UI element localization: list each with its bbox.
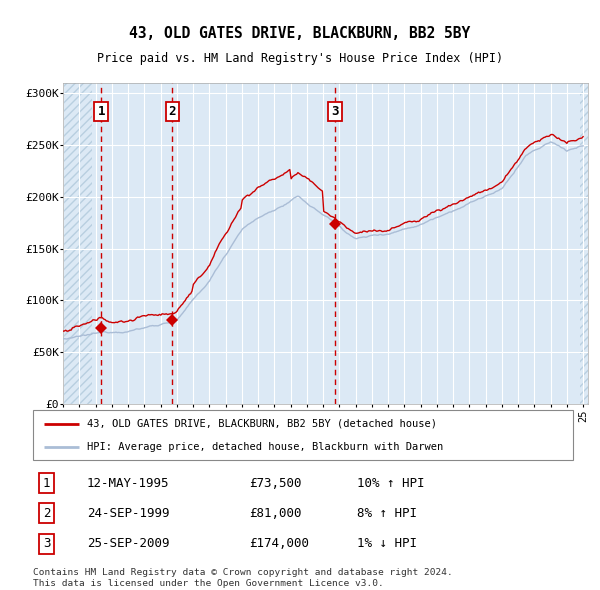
Bar [580,83,588,404]
Text: 3: 3 [43,537,50,550]
Text: 25-SEP-2009: 25-SEP-2009 [87,537,170,550]
FancyBboxPatch shape [33,410,573,460]
Text: 3: 3 [331,105,338,118]
Bar [63,83,92,404]
Text: 43, OLD GATES DRIVE, BLACKBURN, BB2 5BY (detached house): 43, OLD GATES DRIVE, BLACKBURN, BB2 5BY … [87,418,437,428]
Text: 10% ↑ HPI: 10% ↑ HPI [357,477,425,490]
Text: 43, OLD GATES DRIVE, BLACKBURN, BB2 5BY: 43, OLD GATES DRIVE, BLACKBURN, BB2 5BY [130,27,470,41]
Text: This data is licensed under the Open Government Licence v3.0.: This data is licensed under the Open Gov… [33,579,384,588]
Text: £73,500: £73,500 [249,477,302,490]
Text: 1: 1 [98,105,105,118]
Text: 1: 1 [43,477,50,490]
Text: HPI: Average price, detached house, Blackburn with Darwen: HPI: Average price, detached house, Blac… [87,442,443,452]
Text: 12-MAY-1995: 12-MAY-1995 [87,477,170,490]
Text: 2: 2 [43,507,50,520]
Text: £174,000: £174,000 [249,537,309,550]
Text: 1% ↓ HPI: 1% ↓ HPI [357,537,417,550]
Text: 24-SEP-1999: 24-SEP-1999 [87,507,170,520]
Text: Price paid vs. HM Land Registry's House Price Index (HPI): Price paid vs. HM Land Registry's House … [97,52,503,65]
Text: Contains HM Land Registry data © Crown copyright and database right 2024.: Contains HM Land Registry data © Crown c… [33,568,453,576]
Text: £81,000: £81,000 [249,507,302,520]
Text: 2: 2 [169,105,176,118]
Text: 8% ↑ HPI: 8% ↑ HPI [357,507,417,520]
